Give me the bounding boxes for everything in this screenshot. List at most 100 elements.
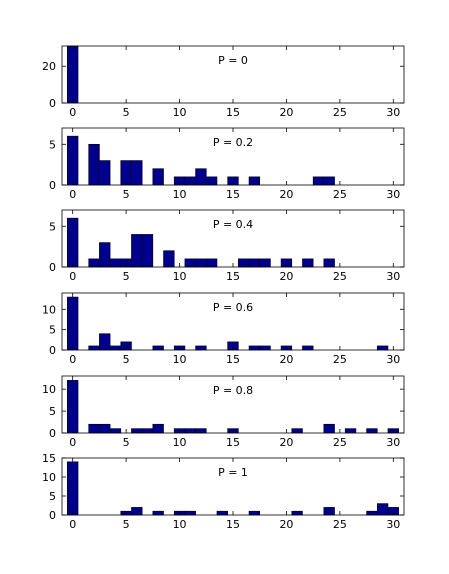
x-tick-label: 30	[386, 518, 400, 531]
histogram-bar	[205, 176, 218, 186]
histogram-bar	[88, 143, 100, 186]
histogram-bar	[344, 428, 357, 434]
panel-label: P = 0.6	[213, 301, 253, 314]
x-tick-label: 20	[279, 188, 293, 201]
x-tick-label: 30	[386, 270, 400, 283]
y-tick-label: 5	[49, 220, 56, 233]
x-tick-label: 0	[69, 106, 76, 119]
histogram-bar	[67, 135, 79, 186]
x-tick-label: 15	[226, 270, 240, 283]
y-tick-label: 5	[49, 324, 56, 337]
x-tick-label: 10	[173, 353, 187, 366]
y-tick-label: 10	[42, 383, 56, 396]
histogram-bar	[376, 345, 389, 351]
x-tick-label: 5	[123, 518, 130, 531]
histogram-bar	[323, 258, 335, 268]
y-tick-label: 0	[49, 261, 56, 274]
x-tick-label: 0	[69, 270, 76, 283]
histogram-bar	[216, 510, 228, 516]
histogram-bar	[109, 258, 122, 268]
x-tick-label: 10	[173, 518, 187, 531]
histogram-bar	[131, 428, 143, 434]
histogram-bar	[291, 428, 303, 434]
histogram-bar	[302, 345, 314, 351]
y-tick-label: 5	[49, 490, 56, 503]
histogram-bar	[131, 160, 143, 186]
histogram-bar	[67, 380, 79, 434]
histogram-bar	[88, 345, 100, 351]
histogram-bar	[302, 258, 314, 268]
histogram-bar	[205, 258, 218, 268]
histogram-bar	[141, 234, 154, 268]
x-tick-label: 5	[123, 353, 130, 366]
x-tick-label: 20	[279, 270, 293, 283]
x-tick-label: 20	[279, 436, 293, 449]
histogram-bar	[238, 258, 250, 268]
x-tick-label: 30	[386, 188, 400, 201]
histogram-bar	[259, 345, 271, 351]
histogram-bar	[323, 507, 335, 516]
x-tick-label: 5	[123, 436, 130, 449]
histogram-bar	[323, 423, 335, 434]
y-tick-label: 5	[49, 405, 56, 418]
histogram-bar	[67, 461, 79, 516]
histogram-bar	[99, 423, 111, 434]
x-tick-label: 25	[333, 188, 347, 201]
histogram-bar	[99, 160, 111, 186]
x-tick-label: 20	[279, 518, 293, 531]
x-tick-label: 10	[173, 188, 187, 201]
histogram-bar	[152, 510, 164, 516]
histogram-bar	[141, 428, 154, 434]
histogram-bar	[312, 176, 325, 186]
y-tick-label: 10	[42, 303, 56, 316]
x-tick-label: 5	[123, 106, 130, 119]
x-tick-label: 5	[123, 270, 130, 283]
x-tick-label: 10	[173, 106, 187, 119]
panel-label: P = 1	[218, 466, 248, 479]
panel-label: P = 0.2	[213, 136, 253, 149]
x-tick-label: 20	[279, 106, 293, 119]
histogram-bar	[88, 258, 100, 268]
x-tick-label: 20	[279, 353, 293, 366]
x-tick-label: 15	[226, 353, 240, 366]
x-tick-label: 25	[333, 106, 347, 119]
histogram-bar	[366, 510, 378, 516]
x-tick-label: 25	[333, 270, 347, 283]
y-tick-label: 20	[42, 60, 56, 73]
x-tick-label: 10	[173, 436, 187, 449]
x-tick-label: 0	[69, 188, 76, 201]
y-tick-label: 0	[49, 179, 56, 192]
histogram-bar	[195, 428, 207, 434]
histogram-panel-4: 0 5 10 15 20 25 30 0 5 10 P = 0.8	[42, 375, 405, 449]
histogram-bar	[131, 507, 143, 516]
histogram-bar	[376, 503, 389, 516]
histogram-bar	[152, 168, 164, 186]
histogram-bar	[184, 510, 196, 516]
histogram-bar	[152, 345, 164, 351]
histogram-bar	[195, 345, 207, 351]
histogram-bar	[248, 345, 261, 351]
histogram-bar	[184, 428, 196, 434]
x-tick-label: 0	[69, 518, 76, 531]
histogram-bar	[248, 510, 261, 516]
histogram-bar	[67, 296, 79, 351]
histogram-bar	[109, 345, 122, 351]
histogram-bar	[131, 234, 143, 268]
histogram-bar	[291, 510, 303, 516]
x-tick-label: 0	[69, 436, 76, 449]
y-tick-label: 10	[42, 471, 56, 484]
x-tick-label: 30	[386, 353, 400, 366]
histogram-bar	[248, 258, 261, 268]
y-tick-label: 5	[49, 138, 56, 151]
x-tick-label: 5	[123, 188, 130, 201]
histogram-bar	[195, 258, 207, 268]
histogram-bar	[163, 250, 175, 268]
x-tick-label: 0	[69, 353, 76, 366]
x-tick-label: 15	[226, 518, 240, 531]
histogram-bar	[67, 217, 79, 268]
x-tick-label: 15	[226, 436, 240, 449]
histogram-panel-1: 0 5 10 15 20 25 30 0 5 P = 0.2	[49, 127, 405, 201]
x-tick-label: 15	[226, 188, 240, 201]
histogram-bar	[184, 176, 196, 186]
